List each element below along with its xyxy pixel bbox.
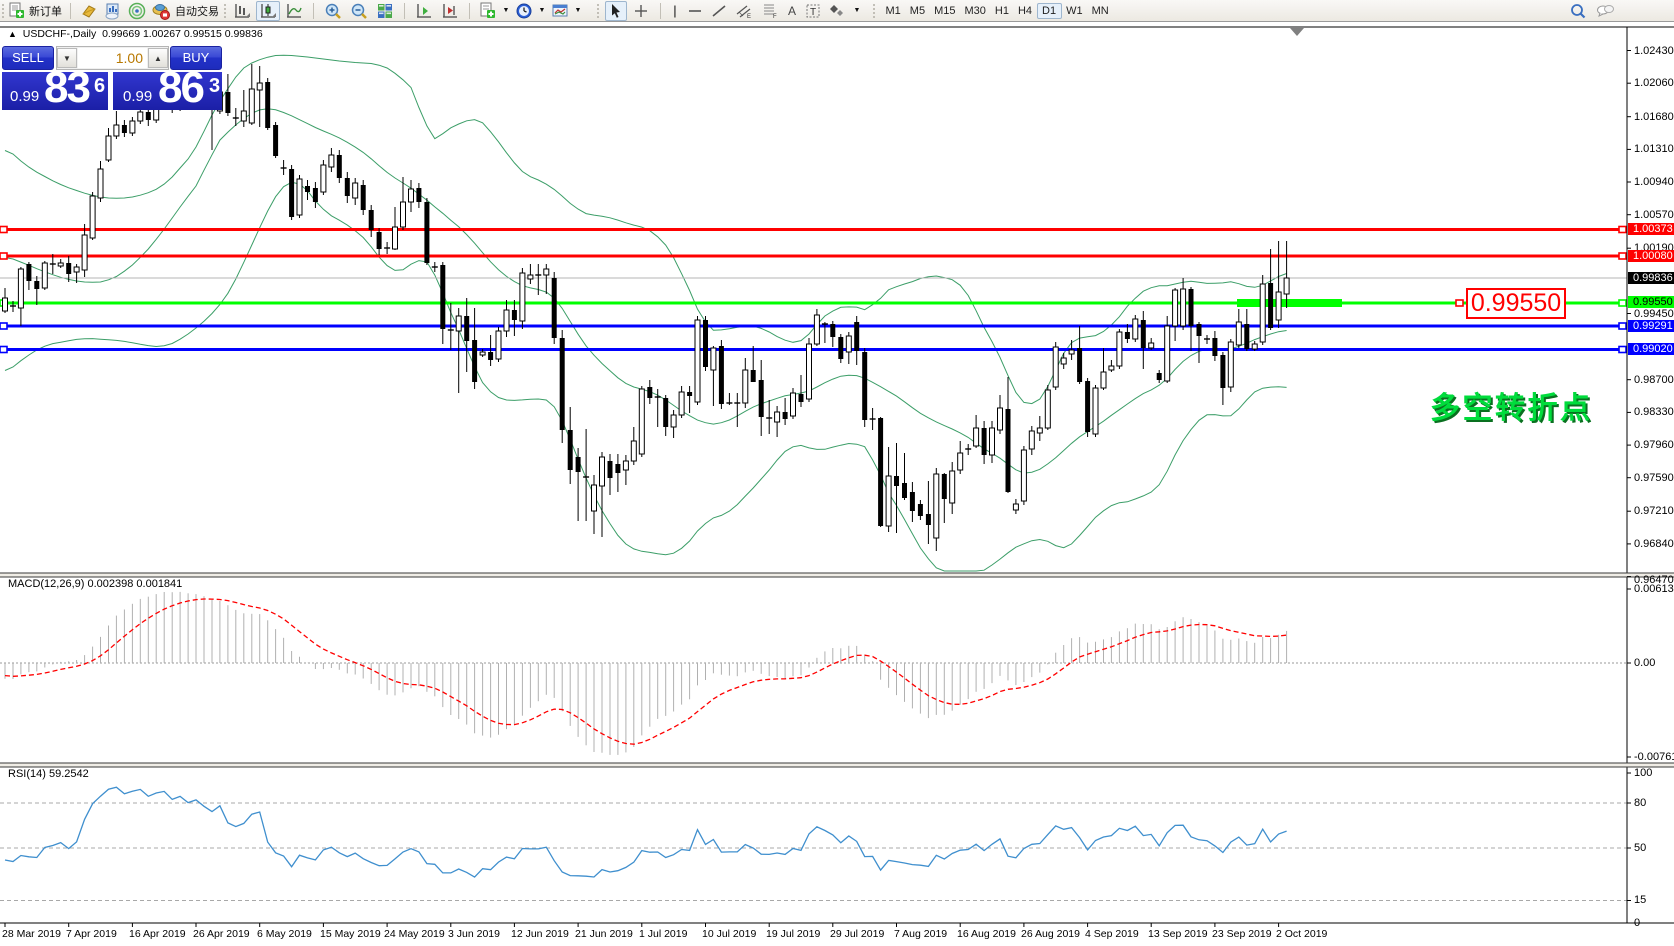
svg-text:F: F — [773, 14, 777, 20]
svg-text:E: E — [747, 14, 751, 20]
svg-text:T: T — [810, 7, 816, 18]
